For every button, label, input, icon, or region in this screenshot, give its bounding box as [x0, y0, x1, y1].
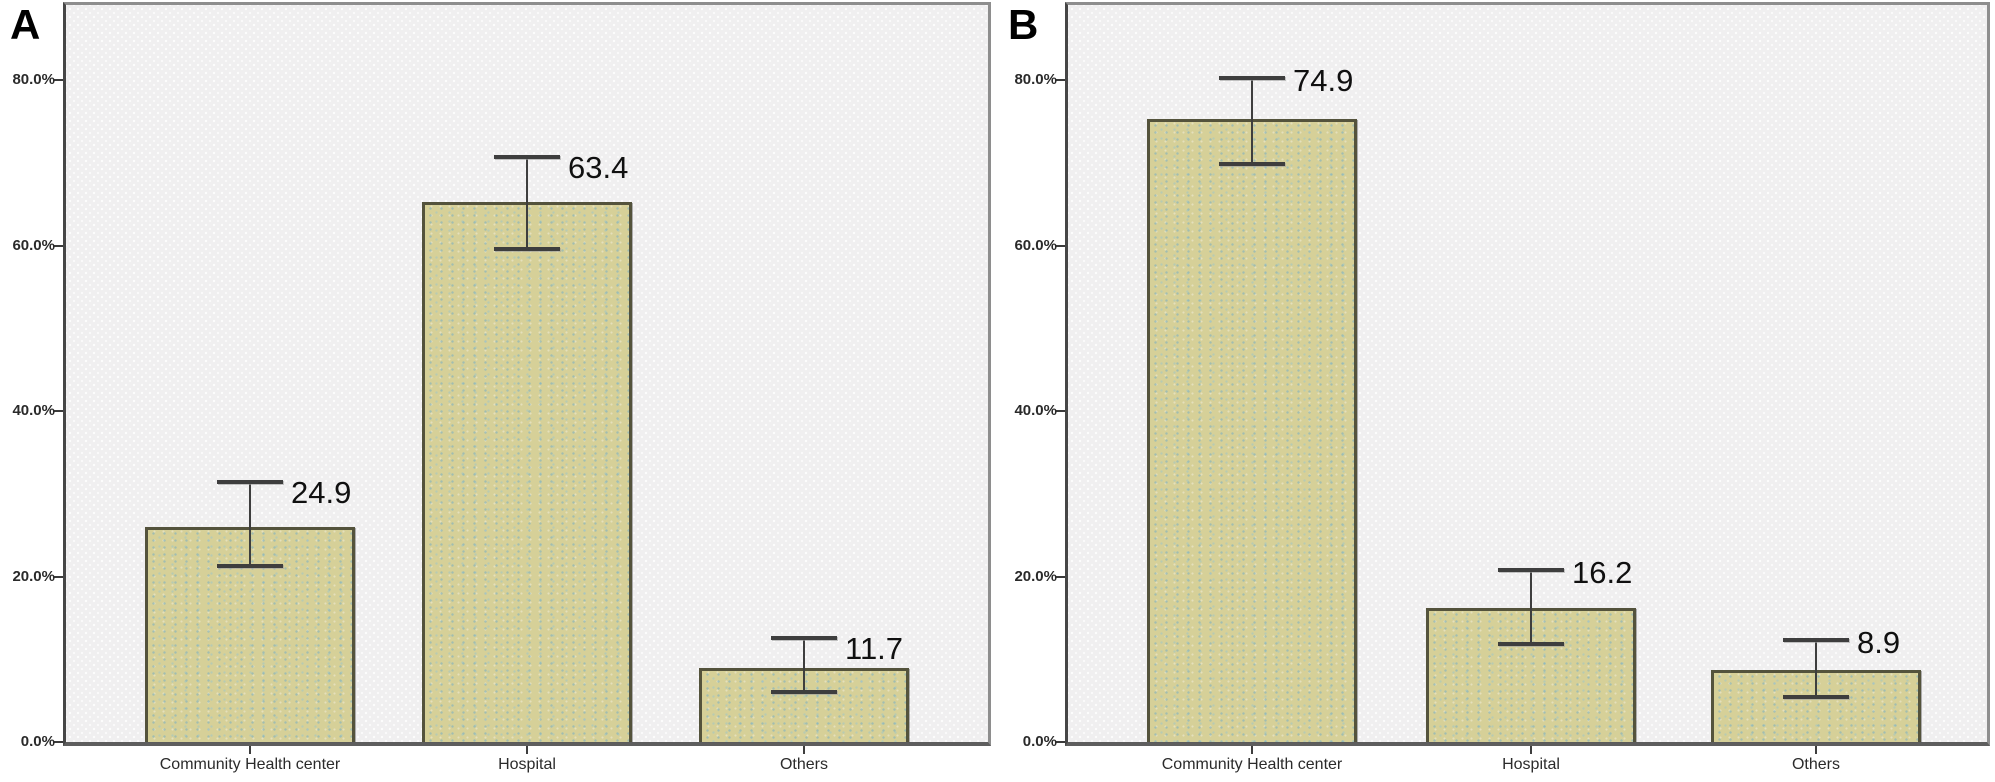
bar-value-label: 63.4	[568, 150, 629, 186]
error-bar-line	[1251, 77, 1253, 164]
y-axis-tick	[1055, 410, 1065, 413]
x-axis-tick	[526, 746, 528, 754]
error-bar-cap-top	[217, 480, 283, 485]
y-axis-tick	[1055, 244, 1065, 247]
y-axis-tick	[53, 244, 63, 247]
bar-community-health-center	[1147, 119, 1357, 742]
y-axis-tick-label: 60.0%	[1014, 236, 1057, 254]
x-axis-tick	[1530, 746, 1532, 754]
y-axis-tick	[53, 741, 63, 743]
error-bar-cap-top	[1498, 567, 1564, 572]
error-bar-cap-top	[1783, 638, 1849, 643]
y-axis-tick-label: 20.0%	[12, 567, 55, 585]
y-axis-tick-label: 40.0%	[12, 402, 55, 420]
y-axis-tick	[53, 410, 63, 413]
panel-a-chart-layer: 0.0% 20.0% 40.0% 60.0% 80.0% 24.9 Community He…	[0, 0, 997, 782]
error-bar-cap-top	[771, 635, 837, 640]
error-bar-line	[1530, 569, 1532, 644]
error-bar-line	[526, 157, 528, 250]
error-bar-cap-bottom	[494, 247, 560, 252]
panel-a: A 0.0% 20.0% 40.0% 60.0% 80.0% 24.9 Community …	[0, 0, 997, 782]
x-axis-tick	[1251, 746, 1253, 754]
y-axis-tick-label: 80.0%	[1014, 71, 1057, 89]
x-axis-category-label: Community Health center	[159, 756, 341, 773]
y-axis-tick	[1055, 741, 1065, 743]
y-axis-tick-label: 0.0%	[1022, 733, 1057, 750]
y-axis-tick	[53, 79, 63, 82]
x-axis-tick	[249, 746, 251, 754]
x-axis-tick	[803, 746, 805, 754]
error-bar-cap-bottom	[1498, 641, 1564, 646]
bar-value-label: 8.9	[1857, 625, 1901, 661]
y-axis-tick	[1055, 79, 1065, 82]
error-bar-line	[1815, 640, 1817, 698]
bar-value-label: 74.9	[1293, 62, 1354, 98]
bar-value-label: 24.9	[291, 475, 352, 511]
bar-value-label: 11.7	[845, 630, 904, 666]
x-axis-category-label: Hospital	[1502, 756, 1560, 773]
y-axis-tick-label: 0.0%	[20, 733, 55, 750]
bar-value-label: 16.2	[1572, 554, 1633, 590]
y-axis-tick-label: 20.0%	[1014, 567, 1057, 585]
x-axis-category-label: Others	[1791, 756, 1840, 773]
error-bar-cap-bottom	[1219, 161, 1285, 166]
panel-b-label: B	[1008, 1, 1039, 48]
panel-b-chart-layer: 0.0% 20.0% 40.0% 60.0% 80.0% 74.9 Community He…	[997, 0, 1995, 782]
y-axis-tick-label: 40.0%	[1014, 402, 1057, 420]
error-bar-line	[803, 637, 805, 693]
bar-hospital	[422, 201, 632, 742]
x-axis-category-label: Others	[779, 756, 828, 773]
x-axis-category-label: Hospital	[498, 756, 556, 773]
y-axis-tick	[1055, 575, 1065, 578]
error-bar-cap-bottom	[771, 690, 837, 695]
error-bar-cap-top	[1219, 75, 1285, 80]
x-axis-tick	[1815, 746, 1817, 754]
error-bar-cap-top	[494, 155, 560, 160]
y-axis-tick-label: 60.0%	[12, 236, 55, 254]
panel-a-label: A	[10, 1, 41, 48]
error-bar-cap-bottom	[217, 563, 283, 568]
error-bar-cap-bottom	[1783, 695, 1849, 700]
y-axis-tick-label: 80.0%	[12, 71, 55, 89]
y-axis-tick	[53, 575, 63, 578]
error-bar-line	[249, 482, 251, 566]
bar-others	[1711, 670, 1921, 742]
x-axis-category-label: Community Health center	[1161, 756, 1343, 773]
panel-b: B 0.0% 20.0% 40.0% 60.0% 80.0% 74.9 Community …	[997, 0, 1995, 782]
